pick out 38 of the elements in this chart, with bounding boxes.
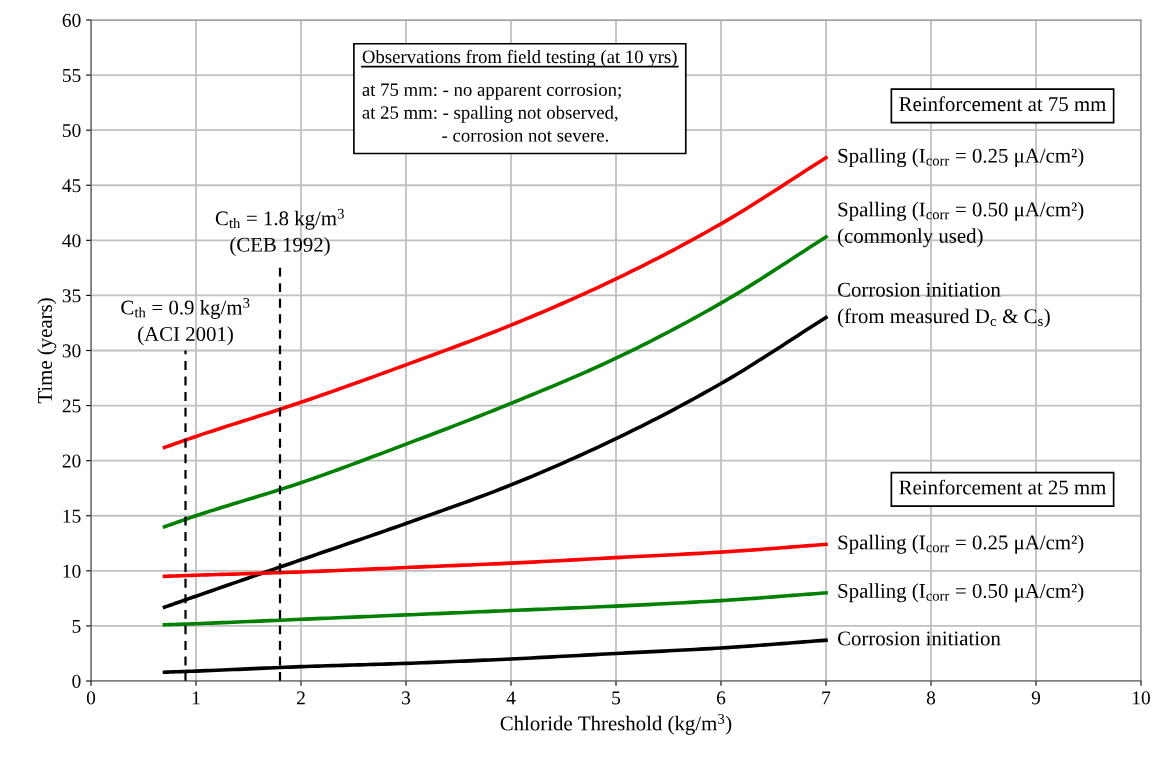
x-tick-label: 10 xyxy=(1132,691,1150,705)
y-tick-label: 40 xyxy=(62,234,81,248)
text: C$_{th}$ = 0.9 kg/m$^{3}$ (ACI 2001) xyxy=(121,298,250,346)
y-tick-label: 50 xyxy=(62,123,81,138)
series-label: Corrosion initiation (from measured D$_{c}$ & C$_{s}$) xyxy=(837,282,1050,328)
annotation: Reinforcement at 25 mm xyxy=(899,479,1107,495)
x-tick-label: 3 xyxy=(402,691,411,705)
y-tick-label: 20 xyxy=(62,454,81,468)
y-tick-label: 45 xyxy=(62,179,81,193)
x-tick-label: 9 xyxy=(1031,691,1041,705)
annotation: at 75 mm: - no apparent corrosion; at 25 mm: - spalling not observed, - corrosion not severe. xyxy=(362,83,621,142)
y-tick-label: 25 xyxy=(62,399,81,413)
y-tick-label: 10 xyxy=(63,564,81,578)
text: C$_{th}$ = 1.8 kg/m$^{3}$ (CEB 1992) xyxy=(215,208,344,256)
series-label: Spalling (I$_{corr}$ = 0.25 μA/cm²) xyxy=(838,534,1084,554)
y-tick-label: 30 xyxy=(62,344,81,358)
y-tick-label: 60 xyxy=(62,13,81,27)
y-tick-label: 35 xyxy=(62,289,81,303)
y-tick-label: 5 xyxy=(72,619,81,633)
x-tick-label: 8 xyxy=(926,691,936,705)
series-label: Spalling (I$_{corr}$ = 0.25 μA/cm²) xyxy=(838,148,1084,168)
series-label: Spalling (I$_{corr}$ = 0.50 μA/cm²) (commonly used) xyxy=(838,201,1084,248)
x-tick-label: 0 xyxy=(86,691,96,705)
x-tick-label: 2 xyxy=(296,691,305,705)
x-tick-label: 6 xyxy=(716,691,726,705)
x-tick-label: 1 xyxy=(192,691,200,705)
x-tick-label: 4 xyxy=(506,691,516,705)
x-tick-label: 7 xyxy=(822,691,831,705)
series-label: Spalling (I$_{corr}$ = 0.50 μA/cm²) xyxy=(838,583,1084,603)
annotation: Reinforcement at 75 mm xyxy=(899,96,1107,112)
y-tick-label: 0 xyxy=(72,674,81,688)
y-tick-label: 15 xyxy=(63,509,81,523)
x-axis-title: Chloride Threshold (kg/m$^{3}$) xyxy=(500,713,732,735)
x-tick-label: 5 xyxy=(612,691,621,705)
y-axis-title: Time (years) xyxy=(37,298,57,404)
annotation: Observations from field testing (at 10 yrs) xyxy=(362,49,677,67)
series-label: Corrosion initiation xyxy=(837,631,1001,646)
y-tick-label: 55 xyxy=(62,69,81,83)
